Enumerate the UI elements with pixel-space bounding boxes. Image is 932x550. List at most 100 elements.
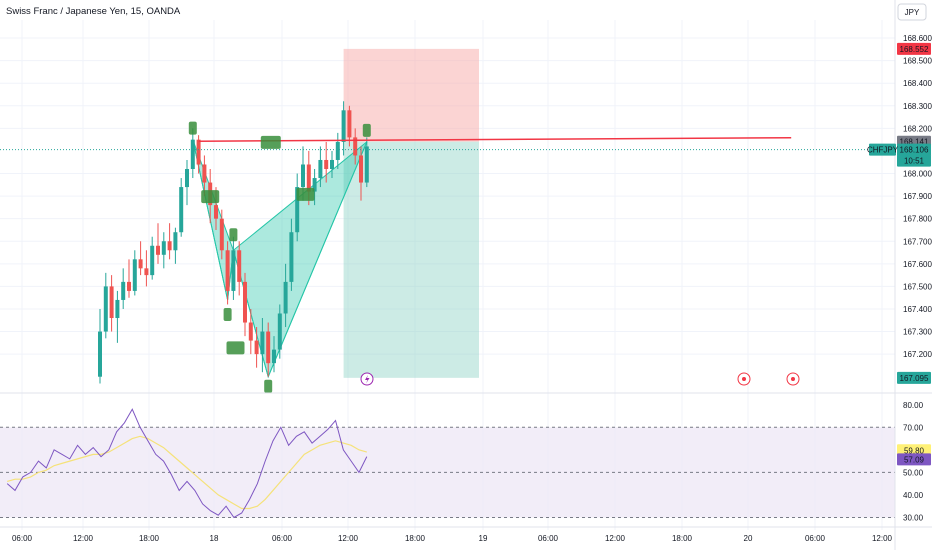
candle-body: [341, 110, 346, 142]
time-tick-label: 18: [210, 534, 219, 543]
time-tick-label: 12:00: [73, 534, 94, 543]
entry-price-label: 168.141: [900, 138, 929, 147]
time-tick-label: 20: [744, 534, 753, 543]
candle-body: [266, 331, 271, 364]
time-tick-label: 18:00: [405, 534, 426, 543]
time-tick-label: 18:00: [139, 534, 160, 543]
ratio-marker-ab[interactable]: [226, 341, 245, 355]
price-tick-label: 167.500: [903, 282, 932, 291]
time-tick-label: 12:00: [605, 534, 626, 543]
price-tick-label: 167.400: [903, 305, 932, 314]
candle-body: [138, 259, 143, 269]
entry-line[interactable]: [0, 136, 895, 151]
candle-body: [173, 232, 178, 251]
countdown-label: 10:51: [904, 157, 925, 166]
rsi-pane: [0, 408, 895, 519]
countdown-label-bg: [897, 154, 931, 167]
price-tick-label: 167.200: [903, 350, 932, 359]
price-tick-label: 167.700: [903, 237, 932, 246]
event-flag-dot: [742, 377, 746, 381]
target-price-label: 167.095: [900, 374, 929, 383]
candle-body: [295, 187, 300, 233]
candle-body: [248, 322, 253, 341]
candle-body: [179, 187, 184, 233]
rsi-tick-label: 70.00: [903, 423, 924, 432]
candle-body: [324, 159, 329, 170]
ratio-marker-xa[interactable]: [201, 190, 220, 204]
price-tick-label: 168.600: [903, 34, 932, 43]
time-tick-label: 06:00: [12, 534, 33, 543]
candle-body: [330, 159, 334, 170]
candles: [98, 101, 369, 384]
time-tick-label: 12:00: [872, 534, 893, 543]
pattern-marker-c[interactable]: [264, 379, 273, 393]
rsi-ma-line: [7, 435, 367, 510]
candle-body: [353, 137, 358, 156]
currency-button-label[interactable]: JPY: [905, 8, 920, 17]
candle-body: [312, 178, 317, 192]
rsi-ma-value-label-bg: [897, 444, 931, 457]
position-zones: [343, 48, 479, 378]
pattern-marker-d[interactable]: [362, 123, 371, 137]
rsi-tick-label: 30.00: [903, 513, 924, 522]
candle-body: [156, 245, 160, 255]
currency-button[interactable]: JPY: [897, 3, 927, 21]
candle-body: [225, 250, 230, 291]
rsi-tick-label: 80.00: [903, 401, 924, 410]
event-icons[interactable]: [360, 372, 800, 386]
rsi-tick-label: 40.00: [903, 491, 924, 500]
last-price-label: 168.106: [900, 146, 929, 155]
take-profit-zone[interactable]: [343, 141, 479, 378]
rsi-value-label: 57.09: [904, 455, 925, 464]
candle-body: [144, 268, 149, 276]
ratio-marker-bc[interactable]: [296, 187, 315, 201]
candle-body: [237, 250, 242, 282]
candle-body: [103, 286, 108, 332]
candle-body: [318, 159, 323, 179]
pattern-marker-a[interactable]: [223, 307, 232, 321]
candle-body: [260, 331, 265, 355]
pattern-marker-x[interactable]: [188, 121, 197, 135]
candle-body: [364, 146, 369, 183]
pattern-marker-b[interactable]: [229, 228, 238, 242]
rsi-ma-value-label: 59.80: [904, 446, 925, 455]
price-tick-label: 168.300: [903, 102, 932, 111]
price-tick-label: 168.000: [903, 170, 932, 179]
candle-body: [283, 281, 288, 314]
price-tick-label: 168.400: [903, 79, 932, 88]
candle-body: [219, 218, 224, 251]
candle-body: [98, 331, 102, 377]
candle-body: [301, 164, 305, 188]
ratio-marker-xb[interactable]: [260, 135, 281, 149]
candle-body: [243, 281, 247, 323]
horizontal-ray[interactable]: [198, 136, 792, 142]
time-tick-label: 06:00: [538, 534, 559, 543]
candle-body: [272, 349, 276, 364]
rsi-line: [6, 408, 368, 519]
lightning-glyph: [365, 375, 370, 384]
candle-body: [306, 164, 311, 192]
pattern-markers[interactable]: [188, 121, 371, 393]
price-tick-label: 168.200: [903, 124, 932, 133]
candle-body: [190, 139, 195, 170]
event-flag-dot: [791, 377, 795, 381]
candle-body: [161, 241, 166, 255]
stop-price-label: 168.552: [900, 45, 929, 54]
price-tick-label: 167.300: [903, 328, 932, 337]
candle-body: [167, 241, 172, 251]
symbol-tag-label: CHFJPY: [867, 146, 899, 155]
rsi-tick-label: 50.00: [903, 468, 924, 477]
candle-body: [231, 250, 236, 291]
time-tick-label: 06:00: [805, 534, 826, 543]
candle-body: [127, 281, 131, 291]
candle-body: [132, 259, 137, 291]
candle-body: [109, 286, 114, 319]
time-tick-label: 19: [479, 534, 488, 543]
symbol-tag-label-bg: [869, 143, 896, 156]
candle-body: [277, 313, 282, 350]
candle-body: [289, 232, 294, 282]
candle-body: [121, 281, 126, 300]
last-price-label-bg: [897, 143, 931, 156]
